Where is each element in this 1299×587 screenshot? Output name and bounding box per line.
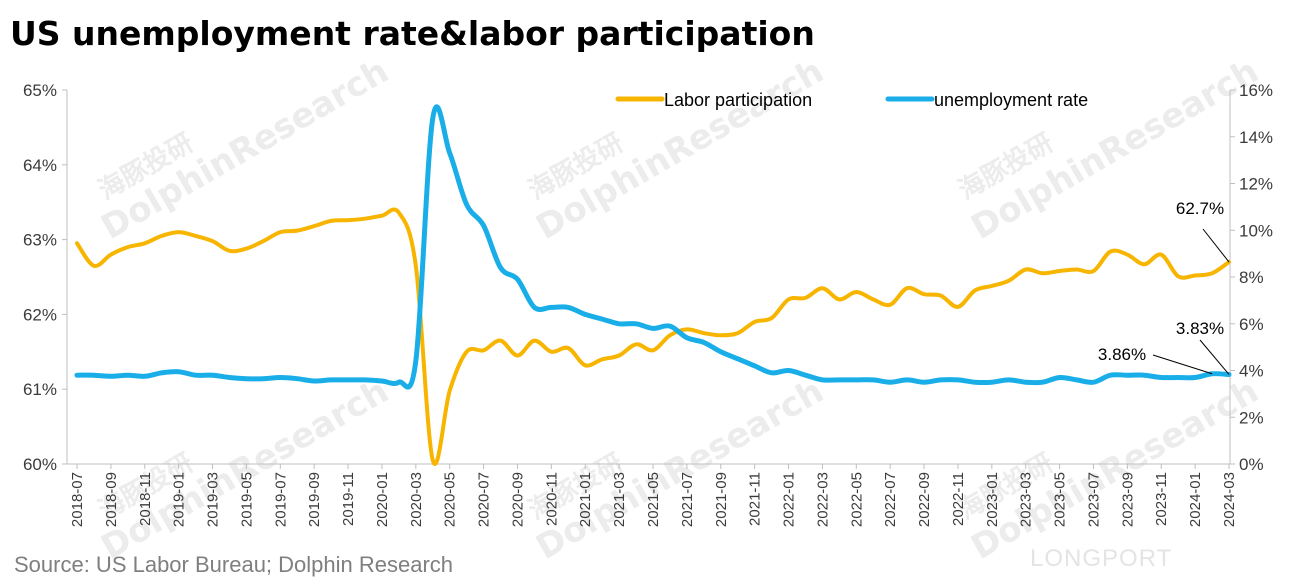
right-tick-label: 10% (1239, 221, 1273, 240)
series-lines (74, 104, 1232, 466)
x-tick-label: 2021-09 (713, 472, 730, 527)
left-tick-label: 63% (23, 231, 57, 250)
x-tick-label: 2020-05 (442, 472, 459, 527)
x-tick-label: 2024-03 (1221, 472, 1238, 527)
right-tick-label: 6% (1239, 315, 1264, 334)
x-tick-label: 2019-01 (171, 472, 188, 527)
x-tick-label: 2023-05 (1052, 472, 1069, 527)
x-tick-label: 2019-09 (306, 472, 323, 527)
left-axis-ticks: 60% 61% 62% 63% 64% 65% (23, 81, 67, 474)
x-tick-label: 2022-03 (814, 472, 831, 527)
x-tick-label: 2021-01 (577, 472, 594, 527)
left-tick-label: 64% (23, 156, 57, 175)
x-tick-label: 2020-01 (374, 472, 391, 527)
x-tick-label: 2019-03 (205, 472, 222, 527)
watermark-en: DolphinResearch (95, 371, 396, 568)
source-note: Source: US Labor Bureau; Dolphin Researc… (14, 552, 454, 577)
right-tick-label: 8% (1239, 268, 1264, 287)
left-tick-label: 61% (23, 380, 57, 399)
x-tick-label: 2020-03 (408, 472, 425, 527)
legend-item-labor-participation: Labor participation (615, 90, 812, 110)
x-tick-label: 2022-11 (950, 472, 967, 526)
right-tick-label: 16% (1239, 81, 1273, 100)
annotation-label: 62.7% (1176, 199, 1224, 218)
annotation-leader (1152, 354, 1213, 375)
x-tick-label: 2020-09 (509, 472, 526, 527)
x-tick-label: 2018-07 (69, 472, 86, 527)
right-axis-ticks: 0% 2% 4% 6% 8% 10% 12% 14% 16% (1230, 81, 1273, 474)
x-tick-label: 2023-07 (1085, 472, 1102, 527)
x-tick-label: 2021-11 (747, 472, 764, 526)
annotation-leader (1202, 228, 1230, 263)
annotation-leader (1199, 339, 1230, 375)
x-tick-label: 2022-05 (848, 472, 865, 527)
left-tick-label: 62% (23, 305, 57, 324)
x-tick-label: 2021-05 (645, 472, 662, 527)
x-tick-label: 2023-09 (1119, 472, 1136, 527)
x-tick-label: 2023-11 (1153, 472, 1170, 526)
right-tick-label: 12% (1239, 175, 1273, 194)
legend-item-unemployment-rate: unemployment rate (885, 90, 1088, 110)
right-tick-label: 2% (1239, 408, 1264, 427)
x-tick-label: 2019-07 (272, 472, 289, 527)
x-tick-label: 2022-01 (781, 472, 798, 527)
right-tick-label: 4% (1239, 362, 1264, 381)
annotations: 62.7% 3.83% 3.86% (1098, 199, 1230, 375)
x-tick-label: 2022-09 (916, 472, 933, 527)
x-tick-label: 2019-11 (340, 472, 357, 526)
x-tick-label: 2023-01 (984, 472, 1001, 527)
x-tick-label: 2018-09 (103, 472, 120, 527)
watermark-longport: LONGPORT (1030, 545, 1173, 572)
chart-title: US unemployment rate&labor participation (10, 14, 815, 53)
x-tick-label: 2019-05 (238, 472, 255, 527)
right-tick-label: 14% (1239, 128, 1273, 147)
x-tick-label: 2020-11 (543, 472, 560, 526)
labor-participation-line (75, 207, 1231, 466)
x-tick-label: 2023-03 (1018, 472, 1035, 527)
annotation-label: 3.86% (1098, 345, 1146, 364)
x-tick-label: 2020-07 (476, 472, 493, 527)
x-tick-label: 2022-07 (882, 472, 899, 527)
left-tick-label: 65% (23, 81, 57, 100)
x-tick-label: 2024-01 (1187, 472, 1204, 527)
watermark-en: DolphinResearch (530, 51, 831, 248)
left-tick-label: 60% (23, 455, 57, 474)
legend: Labor participation unemployment rate (615, 90, 1088, 110)
right-tick-label: 0% (1239, 455, 1264, 474)
annotation-label: 3.83% (1176, 319, 1224, 338)
legend-label: unemployment rate (934, 90, 1088, 110)
x-tick-label: 2021-07 (679, 472, 696, 527)
x-tick-label: 2018-11 (137, 472, 154, 526)
watermark-en: DolphinResearch (530, 371, 831, 568)
legend-label: Labor participation (664, 90, 812, 110)
x-tick-label: 2021-03 (611, 472, 628, 527)
x-axis-ticks: 2018-07 2018-09 2018-11 2019-01 2019-03 2019-… (69, 464, 1238, 527)
unemployment-rate-line (74, 104, 1232, 390)
